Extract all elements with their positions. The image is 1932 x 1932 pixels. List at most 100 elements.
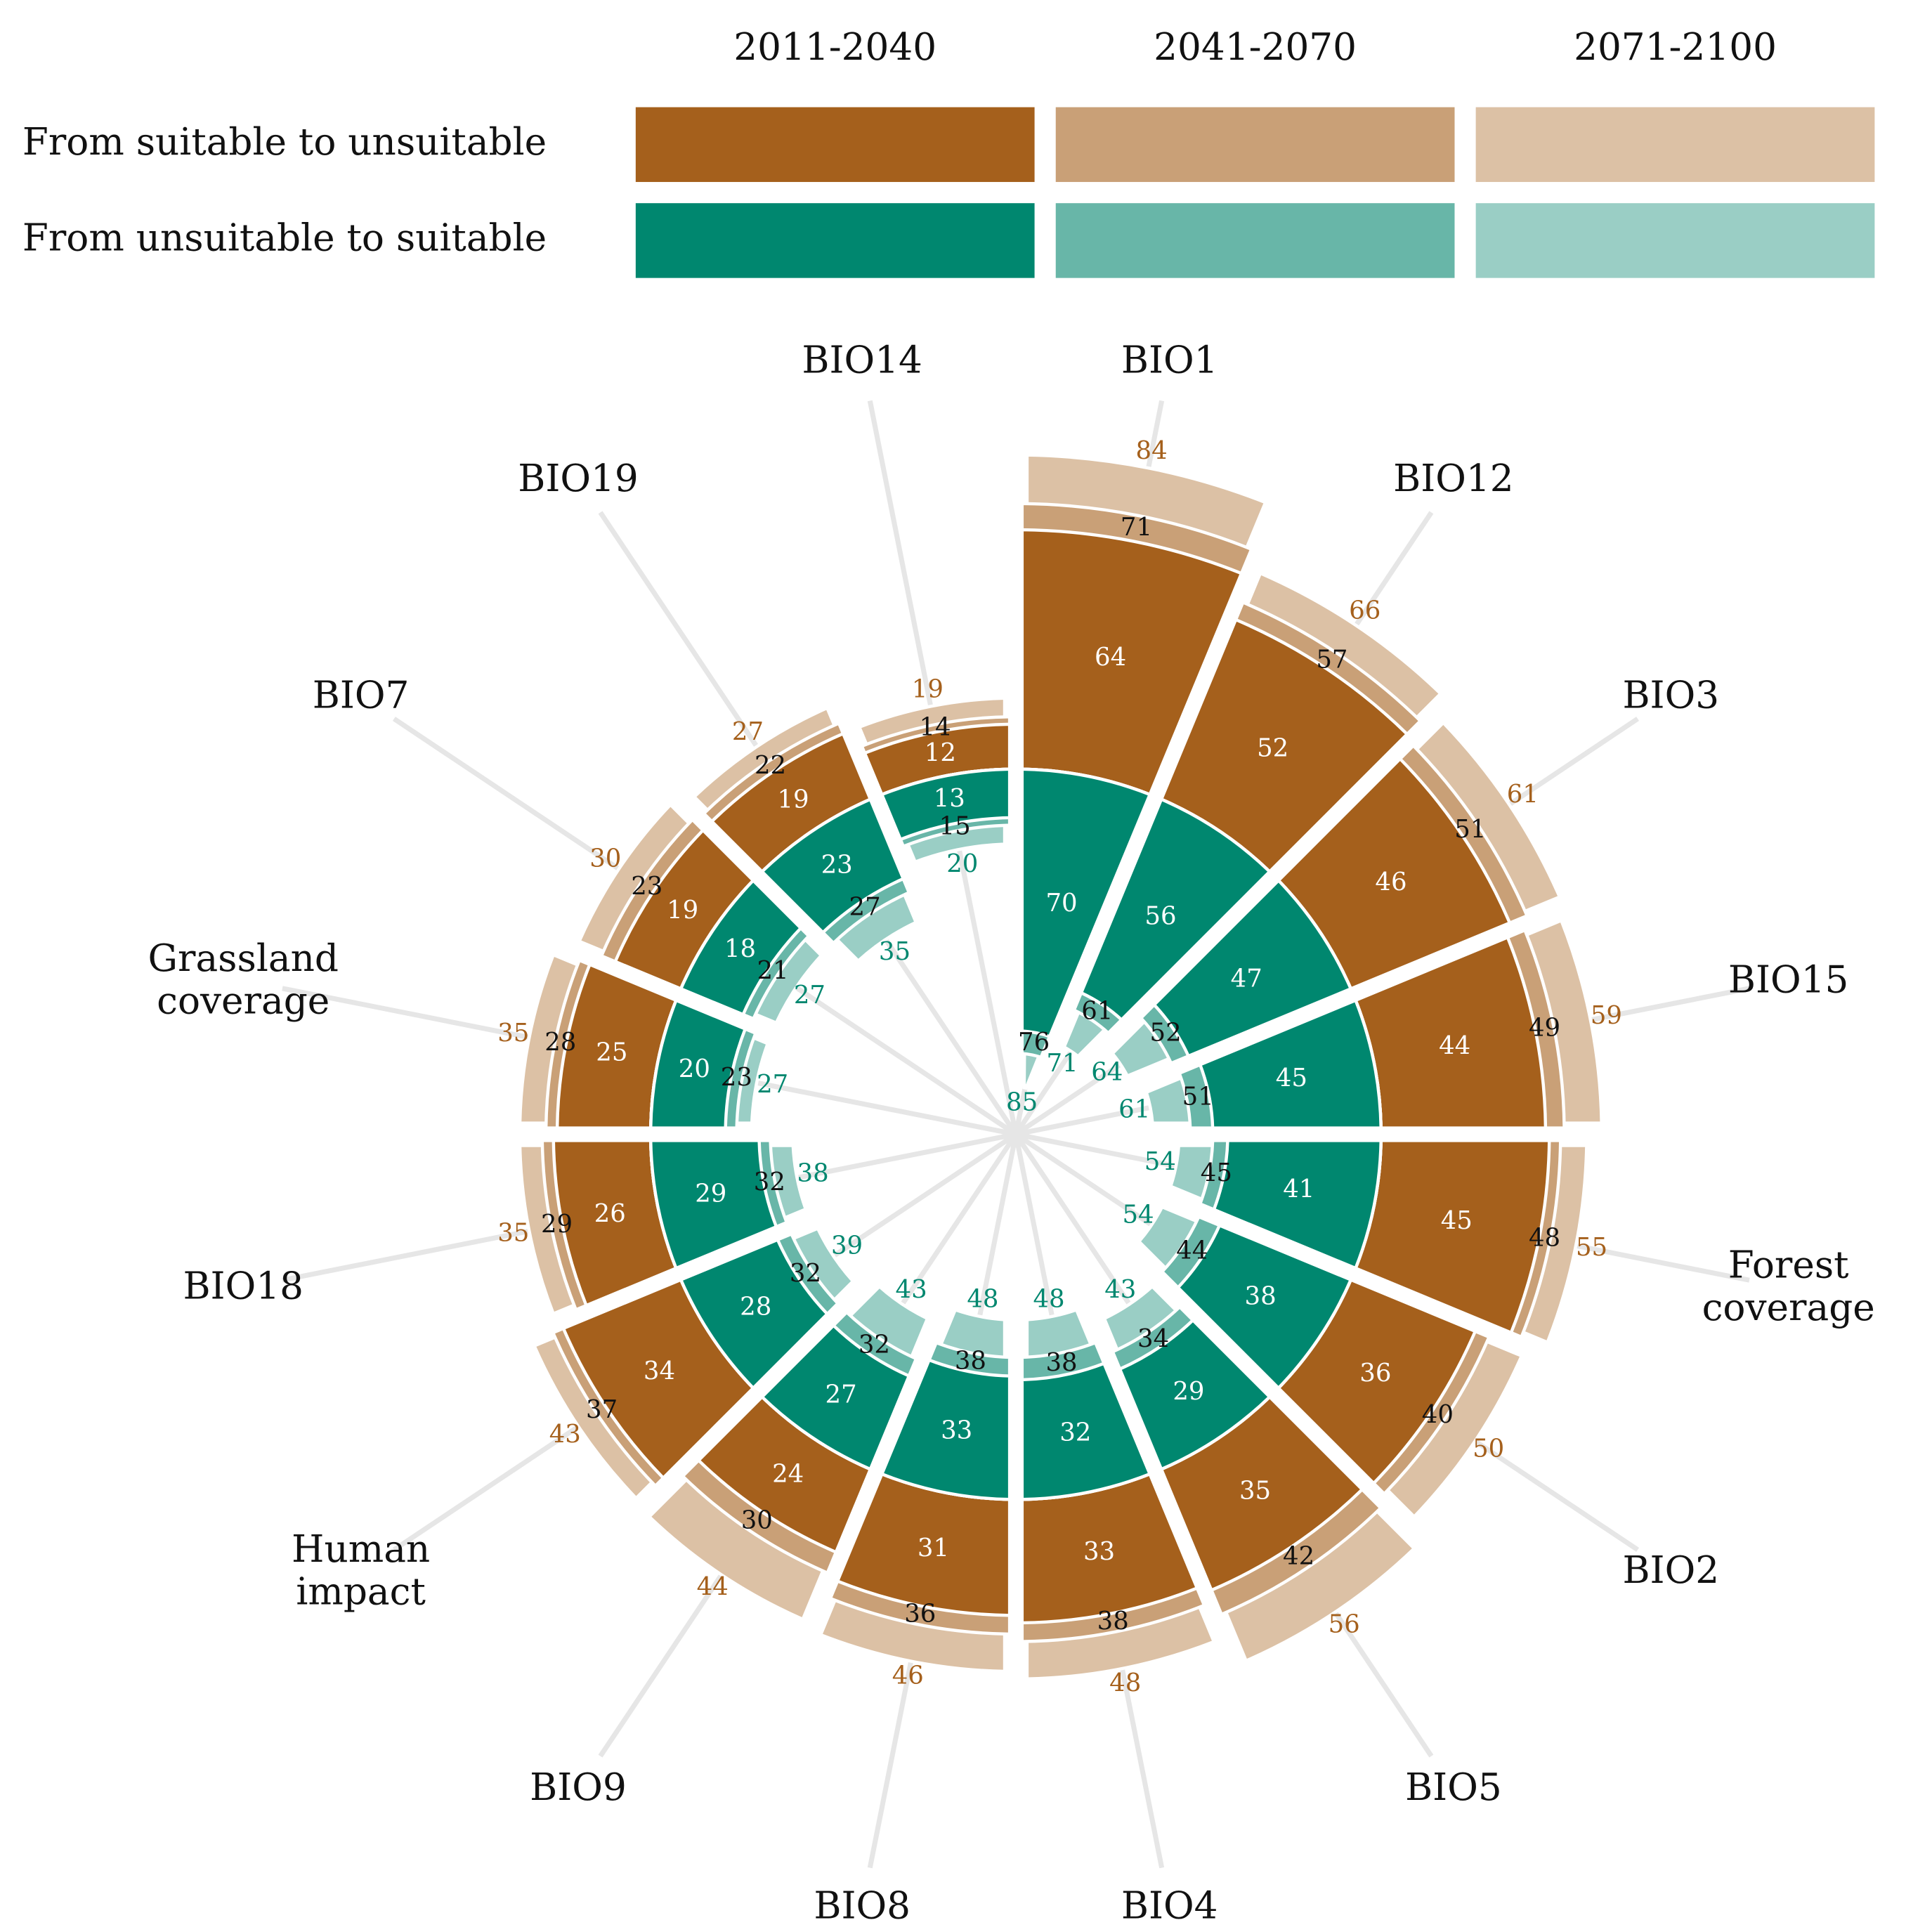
value-label: 12 (925, 738, 956, 767)
value-label: 24 (772, 1459, 804, 1488)
category-label: BIO12 (1393, 457, 1514, 501)
value-label: 27 (849, 892, 881, 921)
value-label: 44 (1439, 1031, 1470, 1060)
value-label: 30 (741, 1506, 773, 1535)
value-label: 31 (918, 1534, 949, 1562)
value-label: 76 (1018, 1028, 1050, 1057)
value-label: 23 (721, 1063, 752, 1092)
value-label: 35 (497, 1218, 529, 1247)
value-label: 38 (1097, 1607, 1129, 1636)
category-text: BIO12 (1393, 457, 1514, 501)
legend-period: 2041-2070 (1154, 25, 1357, 69)
value-label: 71 (1046, 1049, 1078, 1078)
legend-swatch (635, 203, 1035, 278)
category-text: BIO19 (518, 457, 639, 501)
value-label: 43 (549, 1420, 581, 1449)
value-label: 56 (1329, 1610, 1360, 1638)
legend-group: From suitable to unsuitable (22, 120, 547, 164)
value-label: 33 (941, 1416, 972, 1445)
value-label: 27 (825, 1381, 857, 1409)
legend-period: 2011-2040 (733, 25, 936, 69)
value-label: 38 (1245, 1282, 1277, 1311)
value-label: 14 (919, 712, 951, 741)
value-label: 15 (939, 811, 971, 840)
legend-group: From unsuitable to suitable (22, 216, 547, 259)
value-label: 20 (679, 1055, 710, 1083)
bar (648, 998, 748, 1130)
bar (1175, 1223, 1353, 1390)
legend-period: 2071-2100 (1574, 25, 1777, 69)
value-label: 36 (1359, 1359, 1391, 1388)
category-label: BIO7 (313, 675, 410, 717)
value-label: 28 (740, 1292, 771, 1321)
category-text: Forest coverage (1702, 1244, 1875, 1331)
value-label: 26 (594, 1199, 626, 1228)
value-label: 45 (1201, 1158, 1232, 1187)
value-label: 28 (544, 1028, 576, 1057)
value-label: 40 (1422, 1400, 1454, 1429)
value-label: 64 (1091, 1057, 1123, 1086)
category-label: BIO14 (802, 339, 922, 383)
value-label: 54 (1122, 1200, 1154, 1229)
category-text: Grassland coverage (148, 936, 339, 1024)
category-label: BIO19 (518, 457, 639, 501)
value-label: 39 (831, 1232, 863, 1260)
bar (679, 1237, 830, 1390)
value-label: 42 (1283, 1542, 1314, 1571)
value-label: 50 (1473, 1434, 1504, 1463)
value-label: 18 (724, 934, 756, 963)
category-text: Human impact (292, 1528, 431, 1614)
value-label: 41 (1283, 1175, 1314, 1203)
category-label: BIO8 (814, 1884, 910, 1928)
value-label: 27 (757, 1070, 788, 1099)
value-label: 37 (586, 1395, 618, 1424)
category-text: BIO3 (1622, 674, 1720, 718)
value-label: 71 (1121, 513, 1152, 542)
category-label: BIO4 (1121, 1884, 1218, 1928)
value-label: 29 (541, 1210, 573, 1239)
value-label: 19 (777, 785, 809, 814)
category-text: BIO14 (802, 339, 922, 383)
value-label: 34 (1137, 1324, 1169, 1353)
value-label: 21 (757, 956, 788, 985)
value-label: 85 (1006, 1088, 1038, 1117)
bar (1151, 878, 1353, 1059)
category-label: BIO18 (183, 1266, 303, 1308)
value-label: 57 (1316, 646, 1347, 674)
category-text: BIO15 (1728, 958, 1849, 1002)
value-label: 36 (904, 1600, 936, 1629)
value-label: 46 (892, 1662, 924, 1690)
value-label: 48 (967, 1285, 998, 1314)
value-label: 35 (497, 1019, 529, 1047)
value-label: 54 (1144, 1147, 1176, 1176)
bar (880, 1357, 1012, 1501)
value-label: 32 (859, 1331, 890, 1359)
value-label: 27 (732, 717, 764, 746)
legend-swatch (1055, 203, 1455, 278)
value-label: 52 (1150, 1019, 1182, 1047)
value-label: 29 (1173, 1377, 1204, 1406)
category-label: Forest coverage (1702, 1244, 1875, 1331)
value-label: 30 (589, 844, 621, 873)
category-text: BIO8 (814, 1884, 910, 1928)
value-label: 52 (1257, 734, 1288, 763)
category-text: BIO4 (1121, 1884, 1218, 1928)
category-text: BIO5 (1405, 1766, 1502, 1810)
value-label: 33 (1083, 1537, 1115, 1566)
category-label: BIO2 (1622, 1550, 1719, 1592)
value-label: 22 (755, 751, 786, 780)
value-label: 35 (879, 937, 910, 966)
value-label: 51 (1182, 1082, 1214, 1111)
category-label: Grassland coverage (148, 936, 339, 1024)
value-label: 32 (754, 1168, 785, 1196)
bar (1212, 1139, 1383, 1271)
value-label: 61 (1118, 1095, 1150, 1123)
value-label: 47 (1231, 965, 1262, 993)
legend: 2011-2040 2041-2070 2071-2100 From suita… (22, 25, 1875, 278)
value-label: 29 (695, 1179, 726, 1208)
bar (1020, 1361, 1152, 1501)
value-label: 43 (896, 1275, 927, 1304)
value-label: 59 (1591, 1001, 1622, 1030)
bar (648, 1139, 778, 1271)
value-label: 55 (1576, 1233, 1607, 1262)
